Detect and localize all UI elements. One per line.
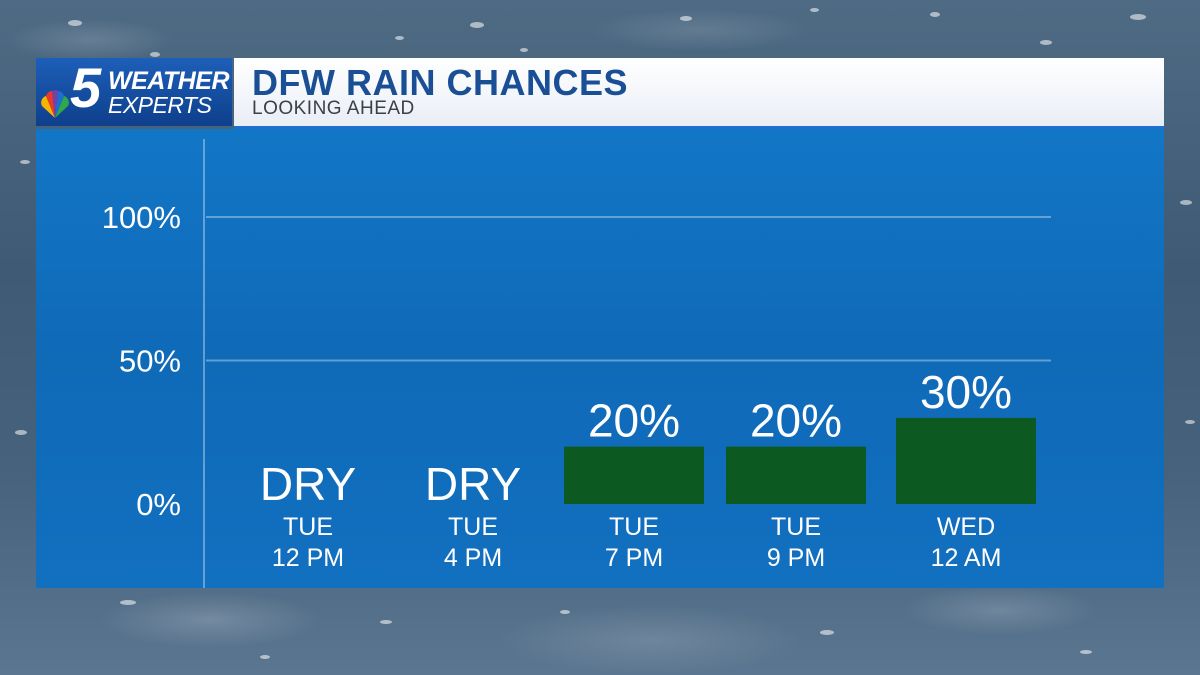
raindrop [560, 610, 570, 614]
raindrop [150, 52, 160, 57]
raindrop [395, 36, 404, 40]
bar-value-label: 30% [920, 366, 1012, 418]
x-tick-day: WED [937, 513, 995, 541]
nbc5-logo: 5 WEATHER EXPERTS [36, 58, 232, 126]
bar [896, 417, 1036, 504]
raindrop [1185, 420, 1195, 424]
raindrop [1130, 14, 1146, 20]
raindrop [15, 430, 27, 435]
raindrop [1040, 40, 1052, 45]
x-tick-time: 7 PM [605, 544, 663, 572]
x-tick-day: TUE [283, 513, 333, 541]
header: 5 WEATHER EXPERTS DFW RAIN CHANCES LOOKI… [36, 58, 1164, 129]
raindrop [680, 16, 692, 21]
raindrop [120, 600, 136, 605]
y-tick-label: 100% [102, 200, 181, 235]
x-tick-day: TUE [448, 513, 498, 541]
raindrop [380, 620, 392, 624]
bar [726, 446, 866, 504]
x-tick-time: 12 PM [272, 544, 344, 572]
y-tick-label: 0% [136, 487, 181, 522]
title-box: DFW RAIN CHANCES LOOKING AHEAD [234, 58, 1164, 126]
raindrop [1180, 200, 1192, 205]
bar-value-label: 20% [750, 395, 842, 447]
bar-value-label: DRY [425, 458, 521, 510]
peacock-icon [41, 90, 69, 118]
x-tick-time: 4 PM [444, 544, 502, 572]
x-tick-time: 9 PM [767, 544, 825, 572]
bar [564, 446, 704, 504]
page-title: DFW RAIN CHANCES [252, 62, 628, 103]
raindrop [68, 20, 82, 26]
raindrop [1080, 650, 1092, 654]
raindrop [470, 22, 484, 28]
raindrop [820, 630, 834, 635]
x-tick-day: TUE [771, 513, 821, 541]
title-underline [234, 126, 1164, 129]
raindrop [930, 12, 940, 17]
bar-value-label: DRY [260, 458, 356, 510]
raindrop [810, 8, 819, 12]
y-tick-label: 50% [119, 344, 181, 379]
raindrop [520, 48, 528, 52]
page-subtitle: LOOKING AHEAD [252, 98, 415, 119]
x-tick-day: TUE [609, 513, 659, 541]
raindrop [260, 655, 270, 659]
rain-chance-chart: 0% 50% 100% DRY TUE 12 PM DRY TUE 4 PM 20% TUE 7 PM… [102, 139, 1051, 588]
bar-value-label: 20% [588, 395, 680, 447]
x-tick-time: 12 AM [931, 544, 1002, 572]
logo-line1: WEATHER [108, 67, 230, 95]
logo-line2: EXPERTS [108, 92, 212, 118]
raindrop [20, 160, 30, 164]
logo-number: 5 [70, 56, 102, 119]
chart-panel: 0% 50% 100% DRY TUE 12 PM DRY TUE 4 PM 20% TUE 7 PM… [36, 129, 1164, 588]
